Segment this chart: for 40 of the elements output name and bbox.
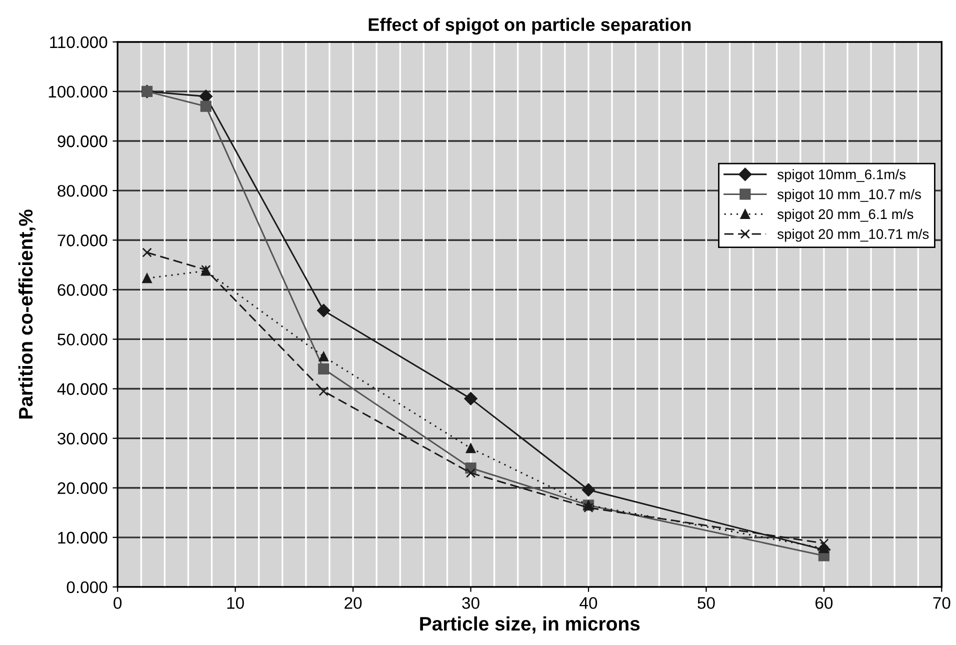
- y-tick-label: 80.000: [58, 184, 108, 197]
- x-tick-label: 60: [816, 597, 833, 609]
- legend-label: spigot 20 mm_10.71 m/s: [777, 228, 929, 242]
- point: [200, 100, 212, 112]
- legend-label: spigot 20 mm_6.1 m/s: [777, 208, 914, 222]
- y-tick-label: 40.000: [57, 383, 108, 395]
- x-tick-label: 10: [227, 597, 244, 609]
- point: [466, 443, 476, 454]
- y-tick-label: 100.000: [48, 86, 108, 98]
- point: [142, 248, 152, 258]
- point: [317, 304, 330, 318]
- y-tick-label: 30.000: [58, 432, 108, 445]
- y-tick-label: 50.000: [58, 334, 108, 346]
- legend-label: spigot 10mm_6.1m/s: [777, 169, 906, 182]
- x-tick-label: 30: [462, 597, 480, 609]
- x-tick-label: 40: [580, 597, 598, 609]
- y-tick-label: 90.000: [58, 135, 108, 148]
- y-tick-label: 10.000: [58, 532, 108, 544]
- point: [584, 502, 594, 513]
- y-tick-label: 20.000: [58, 482, 108, 494]
- y-tick-label: 0.000: [66, 581, 108, 594]
- point: [142, 273, 152, 284]
- legend-label: spigot 10 mm_10.7 m/s: [777, 189, 921, 202]
- y-tick-label: 60.000: [58, 284, 108, 296]
- point: [318, 386, 328, 396]
- x-axis-title: Particle size, in microns: [420, 616, 640, 634]
- point: [464, 392, 478, 406]
- x-tick-label: 0: [114, 597, 122, 609]
- point: [318, 363, 330, 374]
- x-tick-label: 50: [698, 597, 715, 609]
- chart-title: Effect of spigot on particle separation: [368, 18, 691, 35]
- point: [466, 468, 476, 478]
- y-tick-label: 110.000: [50, 36, 108, 48]
- point: [819, 538, 829, 548]
- x-tick-label: 70: [933, 597, 950, 609]
- x-tick-label: 20: [344, 597, 362, 609]
- point: [318, 352, 328, 362]
- y-tick-label: 70.000: [58, 234, 108, 246]
- point: [582, 483, 596, 496]
- y-axis-title: Partition co-efficient,%: [18, 210, 36, 418]
